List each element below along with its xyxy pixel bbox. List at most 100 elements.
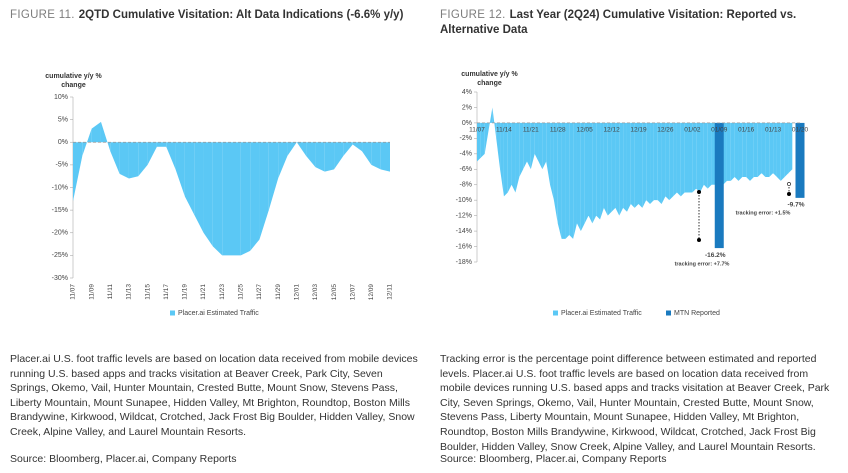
- area-segment: [268, 142, 279, 211]
- area-segment: [324, 142, 335, 172]
- area-segment: [684, 122, 689, 193]
- area-segment: [753, 122, 758, 177]
- x-tick-label: 11/15: [144, 284, 151, 300]
- legend-swatch: [170, 310, 175, 316]
- area-segment: [515, 122, 520, 193]
- area-segment: [240, 142, 251, 256]
- area-segment: [669, 122, 674, 201]
- area-segment: [542, 122, 547, 170]
- area-segment: [653, 122, 658, 201]
- area-segment: [530, 122, 535, 170]
- x-tick-label: 11/25: [238, 284, 245, 300]
- area-segment: [534, 122, 539, 162]
- y-tick-label: -10%: [52, 184, 68, 191]
- area-segment: [82, 128, 92, 156]
- y-tick-label: 0%: [58, 139, 68, 146]
- area-segment: [550, 122, 554, 201]
- annotation-dot: [787, 182, 791, 186]
- area-segment: [334, 142, 344, 170]
- annotation: tracking error: +1.5%: [736, 210, 791, 216]
- chart-title: Last Year (2Q24) Cumulative Visitation: …: [440, 9, 797, 36]
- x-tick-label: 12/05: [577, 127, 594, 134]
- area-segment: [222, 142, 232, 256]
- annotation-dot: [697, 190, 701, 194]
- charts: 10%5%0%-5%-10%-15%-20%-25%-30%11/07 11/09…: [52, 89, 809, 317]
- legend-label: Placer.ai Estimated Traffic: [561, 310, 642, 317]
- area-segment: [692, 122, 697, 193]
- legend-swatch: [666, 310, 671, 316]
- area-segment: [596, 122, 601, 220]
- figure-label: FIGURE 11.: [10, 9, 75, 21]
- x-tick-label: 11/13: [126, 284, 133, 300]
- area-segment: [603, 122, 608, 216]
- area-segment: [156, 142, 167, 147]
- area-segment: [259, 142, 269, 240]
- area-segment: [773, 122, 777, 177]
- y-tick-label: 2%: [462, 104, 472, 111]
- y-tick-label: 0%: [462, 120, 472, 127]
- x-tick-label: 12/09: [368, 284, 375, 301]
- area-segment: [523, 122, 527, 170]
- area-segment: [573, 122, 577, 239]
- y-tick-label: -20%: [52, 230, 68, 237]
- area-segment: [634, 122, 639, 208]
- area-segment: [119, 142, 129, 179]
- area-segment: [619, 122, 624, 216]
- area-segment: [788, 122, 793, 174]
- area-segment: [680, 122, 685, 197]
- area-segment: [592, 122, 597, 224]
- area-segment: [726, 122, 731, 181]
- x-tick-label: 01/09: [711, 127, 728, 134]
- area-segment: [128, 142, 139, 179]
- x-tick-label: 11/14: [496, 127, 512, 134]
- area-segment: [784, 122, 789, 177]
- area-segment: [626, 122, 631, 212]
- area-segment: [738, 122, 743, 181]
- area-segment: [711, 122, 716, 185]
- area-segment: [588, 122, 593, 224]
- area-segment: [511, 122, 516, 193]
- y-tick-label: -14%: [456, 228, 472, 235]
- y-tick-label: -12%: [456, 212, 472, 219]
- note: Placer.ai U.S. foot traffic levels are b…: [10, 353, 418, 438]
- x-tick-label: 01/13: [765, 127, 782, 134]
- area-segment: [676, 122, 681, 197]
- area-segment: [315, 142, 325, 172]
- area-segment: [488, 107, 493, 131]
- bar: [714, 122, 724, 249]
- area-segment: [526, 122, 531, 170]
- area-segment: [700, 122, 704, 193]
- area-segment: [557, 122, 562, 239]
- x-tick-label: 11/11: [107, 284, 114, 300]
- area-segment: [650, 122, 654, 205]
- x-tick-label: 01/20: [792, 127, 809, 134]
- annotation-dot: [787, 192, 791, 196]
- area-segment: [203, 142, 213, 247]
- y-axis-label: cumulative y/y % change: [461, 71, 518, 87]
- area-segment: [561, 122, 566, 239]
- y-tick-label: -4%: [460, 151, 472, 158]
- area-segment: [742, 122, 747, 177]
- y-tick-label: -30%: [52, 275, 68, 282]
- area-segment: [496, 122, 501, 170]
- x-tick-label: 12/19: [630, 127, 647, 134]
- area-segment: [615, 122, 620, 216]
- x-tick-label: 11/21: [523, 127, 539, 134]
- y-tick-label: 4%: [462, 89, 472, 96]
- area-segment: [734, 122, 739, 181]
- area-segment: [673, 122, 677, 197]
- area-segment: [371, 142, 381, 170]
- area-segment: [306, 142, 316, 168]
- area-segment: [296, 142, 307, 156]
- area-segment: [184, 142, 195, 215]
- area-segment: [553, 122, 558, 224]
- y-tick-label: -5%: [56, 162, 68, 169]
- area-segment: [750, 122, 754, 181]
- area-segment: [723, 122, 727, 185]
- note: Tracking error is the percentage point d…: [440, 353, 830, 453]
- x-tick-label: 12/03: [312, 284, 319, 301]
- annotation-dot: [697, 238, 701, 242]
- area-segment: [776, 122, 781, 181]
- area-segment: [212, 142, 223, 256]
